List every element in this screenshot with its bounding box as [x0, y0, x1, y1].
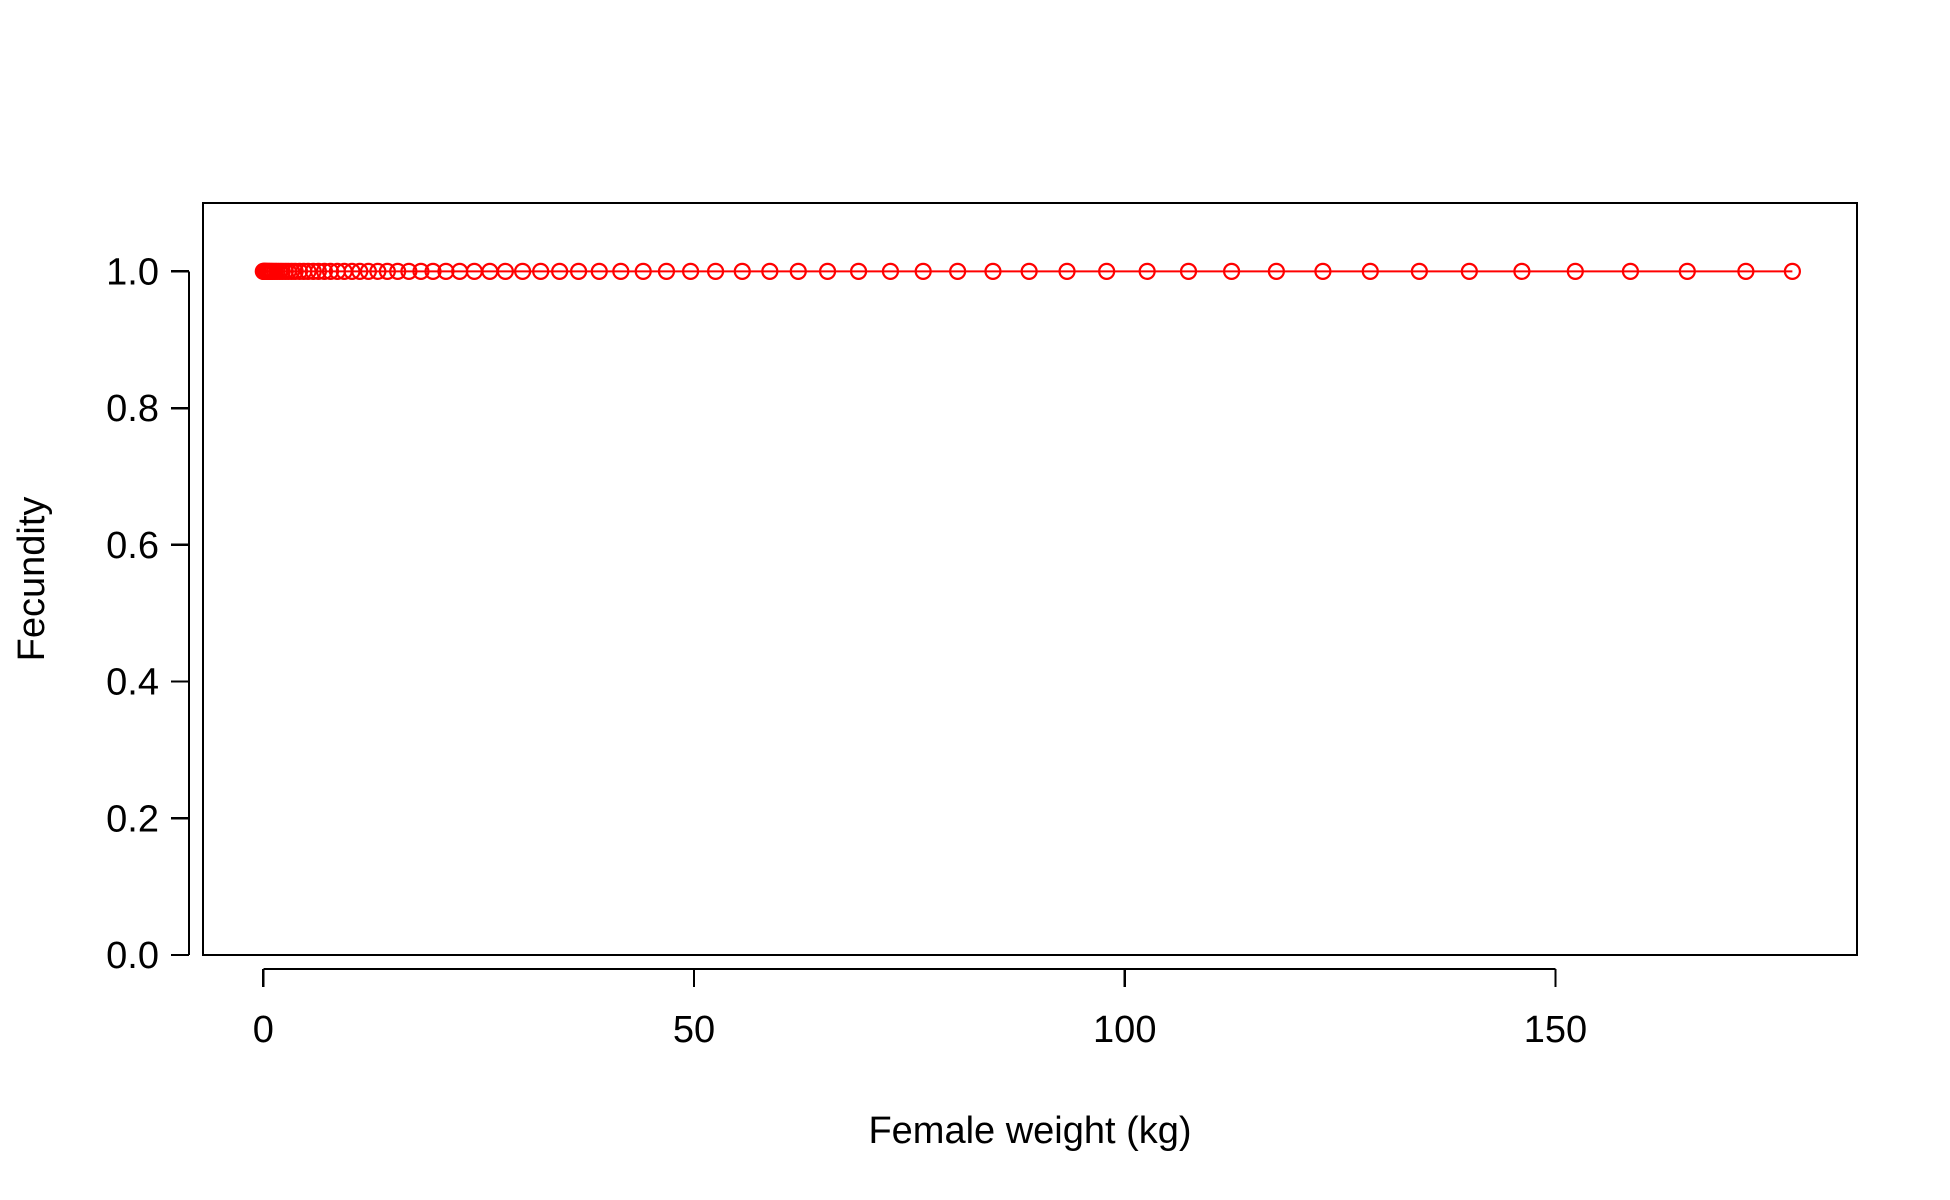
- data-point: [343, 262, 361, 280]
- data-point: [315, 262, 334, 280]
- data-point: [657, 262, 676, 280]
- data-point: [761, 262, 779, 280]
- data-point: [304, 262, 322, 280]
- data-point: [1314, 262, 1332, 280]
- data-point: [681, 262, 700, 280]
- data-point: [612, 262, 630, 280]
- data-point: [1267, 262, 1285, 280]
- data-point: [351, 262, 369, 280]
- data-point: [412, 262, 430, 280]
- data-point: [514, 262, 532, 280]
- data-point: [706, 262, 725, 280]
- data-point: [590, 262, 608, 280]
- y-axis-title: Fecundity: [11, 497, 53, 662]
- data-point: [286, 262, 304, 280]
- data-point: [849, 262, 868, 280]
- data-point: [1460, 262, 1478, 280]
- data-point: [634, 262, 652, 280]
- data-point: [914, 262, 932, 280]
- data-point: [1410, 262, 1428, 280]
- x-tick-label: 150: [1524, 1009, 1587, 1051]
- data-point: [369, 262, 387, 280]
- data-point: [1783, 262, 1801, 280]
- x-tick-label: 50: [673, 1009, 715, 1051]
- data-point: [984, 262, 1002, 280]
- x-axis: 0 50 100 150: [253, 967, 1587, 1051]
- y-tick-label: 0.0: [106, 935, 159, 977]
- data-point: [551, 262, 569, 280]
- y-tick-label: 0.6: [106, 525, 159, 567]
- data-point: [309, 262, 328, 280]
- data-point: [818, 262, 837, 280]
- data-point: [949, 262, 967, 280]
- data-point: [496, 262, 514, 280]
- data-point: [881, 262, 900, 280]
- data-point: [1566, 262, 1584, 280]
- y-axis: 0.0 0.2 0.4 0.6 0.8 1.0: [106, 251, 191, 977]
- y-tick-label: 0.8: [106, 388, 159, 430]
- x-tick-label: 0: [253, 1009, 274, 1051]
- data-point: [1361, 262, 1379, 280]
- data-point: [789, 262, 807, 280]
- data-point: [424, 262, 442, 280]
- data-point: [1737, 262, 1755, 280]
- data-point: [290, 262, 309, 280]
- y-tick-label: 0.2: [106, 798, 159, 840]
- data-point: [1621, 262, 1640, 280]
- data-point: [733, 262, 751, 280]
- data-point: [569, 262, 588, 280]
- plot-area: [254, 262, 1801, 280]
- data-point: [1222, 262, 1241, 280]
- data-point: [359, 262, 377, 280]
- y-tick-label: 0.4: [106, 662, 159, 704]
- x-axis-title: Female weight (kg): [868, 1110, 1191, 1152]
- data-point: [532, 262, 550, 280]
- data-point: [400, 262, 418, 280]
- data-point: [321, 262, 340, 280]
- data-point: [437, 262, 455, 280]
- data-point: [1138, 262, 1156, 280]
- data-point: [1058, 262, 1076, 280]
- plot-frame: [201, 201, 1859, 957]
- y-tick-label: 1.0: [106, 251, 159, 293]
- data-point: [1098, 262, 1116, 280]
- data-point: [1179, 262, 1198, 280]
- data-point: [378, 262, 396, 280]
- data-point: [1513, 262, 1531, 280]
- data-point: [299, 262, 317, 280]
- data-point: [1020, 262, 1038, 280]
- x-tick-label: 100: [1093, 1009, 1156, 1051]
- data-point: [1678, 262, 1696, 280]
- data-point: [389, 262, 407, 280]
